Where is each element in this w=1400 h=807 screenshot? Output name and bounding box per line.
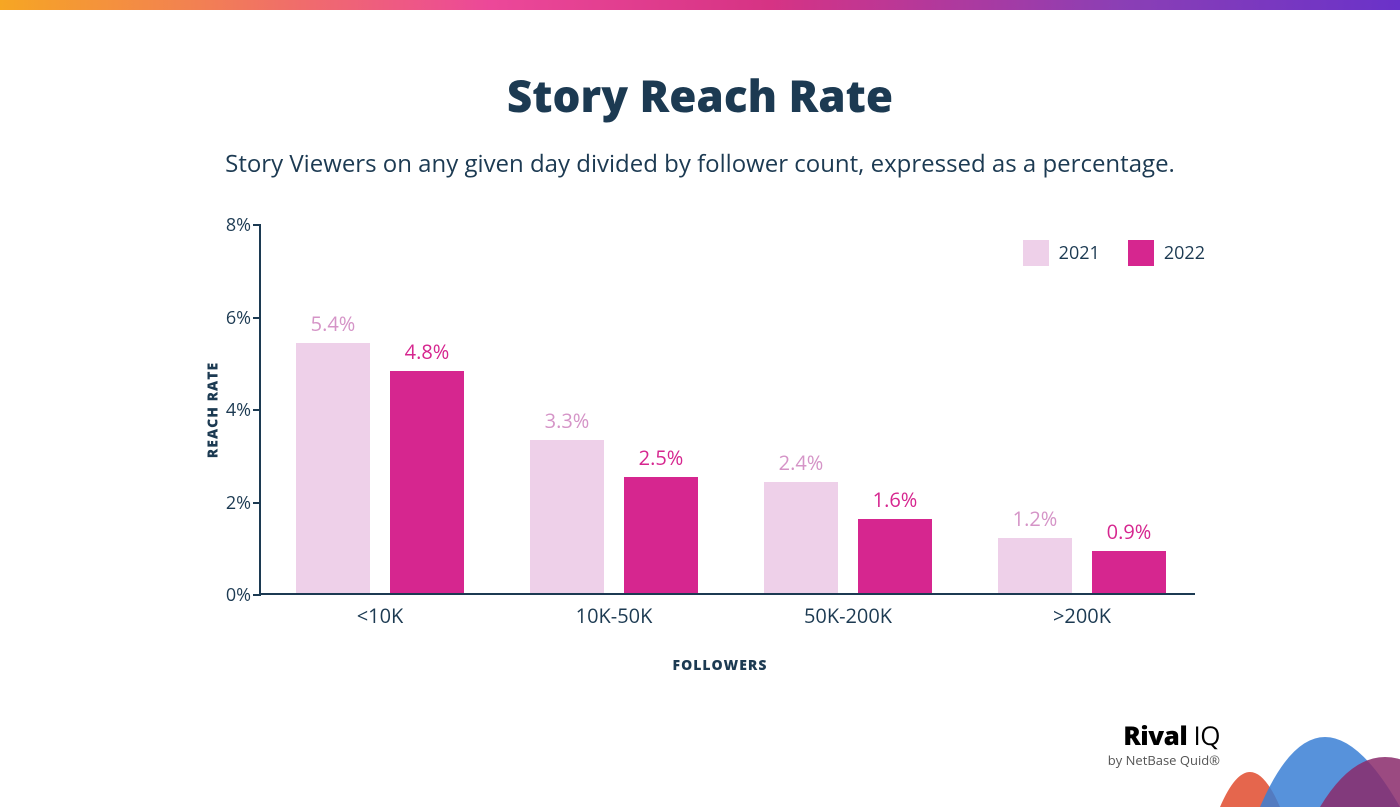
legend-swatch-2022 bbox=[1128, 240, 1154, 266]
bar-2022->200K: 0.9% bbox=[1092, 551, 1166, 593]
bar-value-label: 4.8% bbox=[405, 338, 450, 371]
legend-label-2022: 2022 bbox=[1164, 241, 1205, 265]
decorative-waves-icon bbox=[1200, 677, 1400, 807]
chart-title: Story Reach Rate bbox=[0, 65, 1400, 125]
plot-area: 2021 2022 0%2%4%6%8%<10K5.4%4.8%10K-50K3… bbox=[259, 225, 1195, 595]
y-tick-label: 4% bbox=[206, 398, 251, 422]
y-tick-label: 6% bbox=[206, 306, 251, 330]
y-tick-mark bbox=[253, 594, 261, 596]
gradient-top-bar bbox=[0, 0, 1400, 10]
bar-value-label: 2.5% bbox=[639, 444, 684, 477]
y-tick-mark bbox=[253, 409, 261, 411]
chart-container: REACH RATE 2021 2022 0%2%4%6%8%<10K5.4%4… bbox=[245, 225, 1195, 595]
legend-swatch-2021 bbox=[1023, 240, 1049, 266]
y-tick-label: 2% bbox=[206, 491, 251, 515]
y-tick-mark bbox=[253, 502, 261, 504]
bar-2022-50K-200K: 1.6% bbox=[858, 519, 932, 593]
bar-value-label: 5.4% bbox=[311, 310, 356, 343]
bar-2022-10K-50K: 2.5% bbox=[624, 477, 698, 593]
y-tick-label: 8% bbox=[206, 213, 251, 237]
bar-value-label: 2.4% bbox=[779, 449, 824, 482]
bar-2021-50K-200K: 2.4% bbox=[764, 482, 838, 593]
legend-item-2022: 2022 bbox=[1128, 240, 1205, 266]
bar-2022-<10K: 4.8% bbox=[390, 371, 464, 593]
bar-value-label: 1.6% bbox=[873, 486, 918, 519]
y-tick-label: 0% bbox=[206, 583, 251, 607]
bar-2021->200K: 1.2% bbox=[998, 538, 1072, 594]
bar-value-label: 0.9% bbox=[1107, 518, 1152, 551]
x-tick-label: <10K bbox=[357, 602, 404, 629]
legend-label-2021: 2021 bbox=[1059, 241, 1100, 265]
y-tick-mark bbox=[253, 317, 261, 319]
bar-2021-<10K: 5.4% bbox=[296, 343, 370, 593]
bar-2021-10K-50K: 3.3% bbox=[530, 440, 604, 593]
chart-subtitle: Story Viewers on any given day divided b… bbox=[0, 147, 1400, 180]
bar-value-label: 3.3% bbox=[545, 407, 590, 440]
x-tick-label: 50K-200K bbox=[804, 602, 892, 629]
x-axis-label: FOLLOWERS bbox=[673, 656, 768, 675]
bar-value-label: 1.2% bbox=[1013, 505, 1058, 538]
x-tick-label: 10K-50K bbox=[576, 602, 653, 629]
y-tick-mark bbox=[253, 224, 261, 226]
x-tick-label: >200K bbox=[1053, 602, 1111, 629]
legend: 2021 2022 bbox=[1023, 240, 1205, 266]
legend-item-2021: 2021 bbox=[1023, 240, 1100, 266]
